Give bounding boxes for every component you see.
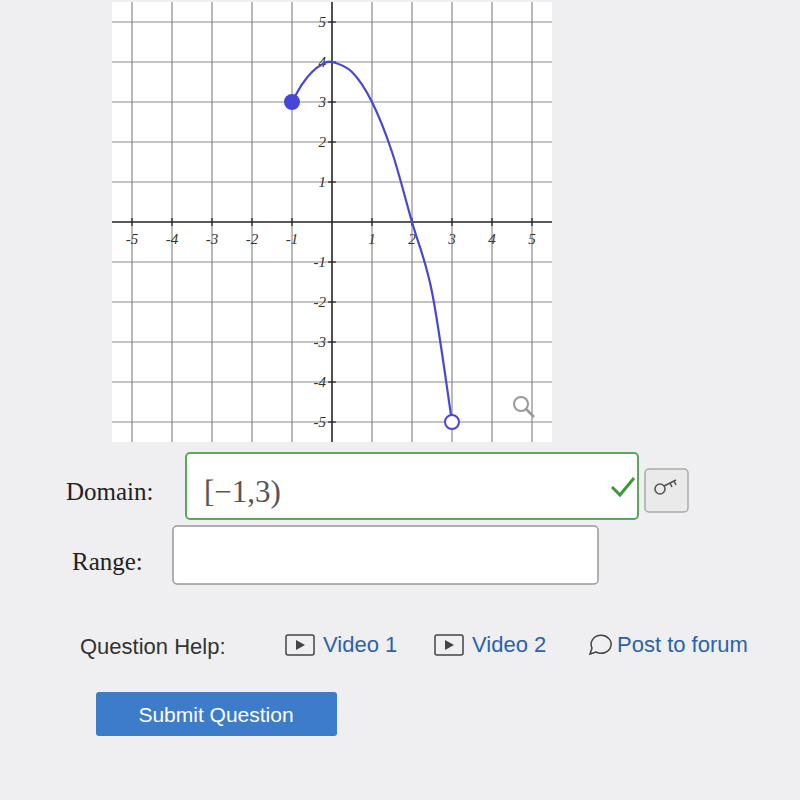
y-tick-label: 5	[319, 14, 327, 30]
y-tick	[328, 141, 336, 142]
submit-button-text[interactable]: Submit Question	[138, 703, 293, 726]
x-tick-label: 5	[528, 231, 536, 247]
page: {"chart_data": {"type": "line", "x": [-1…	[0, 0, 800, 800]
help-label: Question Help:	[80, 634, 226, 659]
y-tick	[328, 21, 336, 22]
range-label: Range:	[72, 548, 143, 575]
y-tick	[328, 261, 336, 262]
play-triangle	[445, 640, 454, 650]
x-tick	[451, 218, 452, 226]
submit-button-box[interactable]	[96, 692, 337, 736]
y-tick-label: 1	[319, 174, 327, 190]
forum-icon	[590, 635, 611, 654]
domain-answer: [−1,3)	[204, 474, 281, 509]
y-tick-label: -4	[314, 374, 327, 390]
zoom-icon[interactable]	[514, 397, 534, 417]
y-axis	[331, 2, 333, 442]
curve	[292, 62, 452, 422]
grid-line-y	[112, 381, 552, 382]
key-button-box[interactable]	[645, 469, 688, 512]
x-tick	[531, 218, 532, 226]
y-tick-label: -3	[314, 334, 327, 350]
y-tick	[328, 301, 336, 302]
x-tick-label: -1	[286, 231, 299, 247]
y-tick	[328, 341, 336, 342]
plot-area	[112, 2, 552, 442]
y-tick-label: -1	[314, 254, 327, 270]
x-tick-label: -5	[126, 231, 139, 247]
y-tick	[328, 381, 336, 382]
help-link-text[interactable]: Video 2	[472, 632, 546, 657]
help-link[interactable]: Video 2	[435, 632, 546, 657]
y-tick	[328, 181, 336, 182]
zoom-handle	[526, 409, 534, 417]
video-icon	[286, 635, 314, 655]
play-triangle	[296, 640, 305, 650]
y-tick	[328, 101, 336, 102]
help-link-text[interactable]: Video 1	[323, 632, 397, 657]
y-tick	[328, 421, 336, 422]
grid-line-x	[451, 2, 452, 442]
grid-line-y	[112, 181, 552, 182]
y-tick-label: 3	[318, 94, 327, 110]
open-endpoint	[445, 415, 459, 429]
help-link[interactable]: Video 1	[286, 632, 397, 657]
grid-line-y	[112, 101, 552, 102]
grid-line-y	[112, 21, 552, 22]
x-tick-label: 4	[488, 231, 496, 247]
grid-line-x	[211, 2, 212, 442]
key-ring	[655, 484, 665, 494]
x-tick	[211, 218, 212, 226]
y-tick-label: -2	[314, 294, 327, 310]
x-tick	[371, 218, 372, 226]
zoom-lens	[514, 397, 528, 411]
grid-line-x	[171, 2, 172, 442]
grid-line-x	[291, 2, 292, 442]
grid-line-y	[112, 141, 552, 142]
domain-input[interactable]	[186, 453, 638, 519]
grid-line-x	[531, 2, 532, 442]
grid-line-y	[112, 341, 552, 342]
x-tick-label: -4	[166, 231, 179, 247]
key-button[interactable]	[645, 469, 688, 512]
grid-line-y	[112, 421, 552, 422]
check-mark	[612, 478, 634, 495]
x-tick	[131, 218, 132, 226]
help-link-text[interactable]: Post to forum	[617, 632, 748, 657]
help-link[interactable]: Post to forum	[590, 632, 748, 657]
grid-line-x	[251, 2, 252, 442]
data-layer	[284, 62, 459, 429]
grid	[112, 2, 552, 442]
submit-button[interactable]: Submit Question	[96, 692, 337, 736]
x-tick	[171, 218, 172, 226]
background	[0, 0, 800, 800]
closed-endpoint	[284, 94, 300, 110]
screen: -5-4-3-2-112345-5-4-3-2-112345Domain:[−1…	[0, 0, 800, 800]
grid-line-x	[491, 2, 492, 442]
x-tick-label: 1	[368, 231, 376, 247]
x-tick-label: 3	[447, 231, 456, 247]
range-input[interactable]	[173, 526, 598, 584]
y-tick-label: -5	[314, 414, 327, 430]
video-icon	[435, 635, 463, 655]
grid-line-x	[371, 2, 372, 442]
key-shaft	[664, 480, 676, 487]
x-tick	[251, 218, 252, 226]
y-tick-label: 2	[319, 134, 327, 150]
x-tick-label: -2	[246, 231, 259, 247]
x-tick-label: -3	[206, 231, 219, 247]
x-tick	[491, 218, 492, 226]
grid-line-x	[131, 2, 132, 442]
grid-line-y	[112, 301, 552, 302]
x-tick	[291, 218, 292, 226]
grid-line-y	[112, 261, 552, 262]
domain-label: Domain:	[66, 478, 154, 505]
